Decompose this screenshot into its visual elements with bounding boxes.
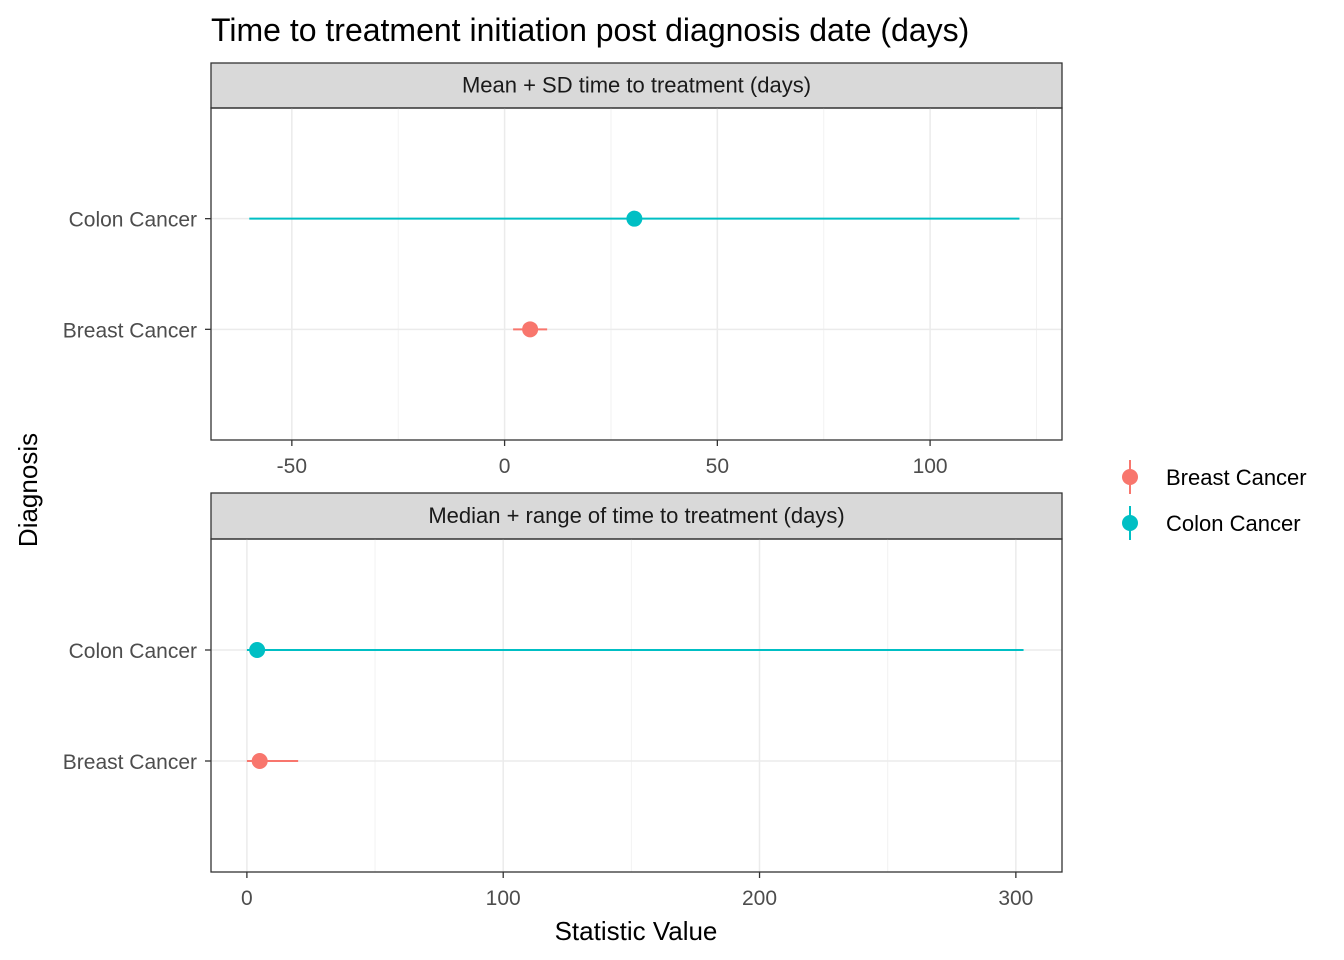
panels-layer: Mean + SD time to treatment (days) -50 0 50…	[63, 62, 1063, 910]
y-tick-label: Breast Cancer	[63, 319, 197, 342]
strip-background	[210, 62, 1063, 109]
strip-label: Median + range of time to treatment (day…	[428, 503, 844, 528]
legend-item-breast-cancer: Breast Cancer	[1122, 460, 1307, 494]
chart-title: Time to treatment initiation post diagno…	[211, 12, 969, 48]
point-colon-cancer	[249, 642, 266, 658]
x-tick-label: -50	[277, 455, 307, 478]
legend-key-point	[1122, 515, 1138, 531]
legend-label: Breast Cancer	[1166, 465, 1307, 490]
x-tick-label: 0	[241, 887, 253, 910]
point-breast-cancer	[522, 321, 539, 338]
y-tick-label: Colon Cancer	[69, 640, 197, 663]
point-colon-cancer	[626, 210, 643, 227]
strip-background	[210, 492, 1063, 540]
strip-label: Mean + SD time to treatment (days)	[462, 73, 811, 98]
y-axis-title: Diagnosis	[13, 433, 43, 547]
x-tick-label: 100	[913, 455, 948, 478]
x-tick-label: 200	[742, 887, 777, 910]
panel-border	[210, 538, 1063, 873]
x-tick-label: 0	[499, 455, 511, 478]
x-tick-label: 50	[706, 455, 729, 478]
legend-label: Colon Cancer	[1166, 511, 1301, 536]
y-tick-label: Colon Cancer	[69, 209, 197, 232]
point-breast-cancer	[251, 753, 268, 769]
legend-item-colon-cancer: Colon Cancer	[1122, 506, 1301, 540]
legend-key-point	[1122, 469, 1138, 485]
legend: Breast Cancer Colon Cancer	[1122, 460, 1307, 540]
panel-2: Median + range of time to treatment (day…	[63, 492, 1063, 910]
x-tick-label: 300	[998, 887, 1033, 910]
x-axis-title: Statistic Value	[555, 916, 718, 946]
y-tick-label: Breast Cancer	[63, 751, 197, 774]
panel-1: Mean + SD time to treatment (days) -50 0 50…	[63, 62, 1063, 478]
panel-border	[210, 107, 1063, 441]
x-tick-label: 100	[486, 887, 521, 910]
